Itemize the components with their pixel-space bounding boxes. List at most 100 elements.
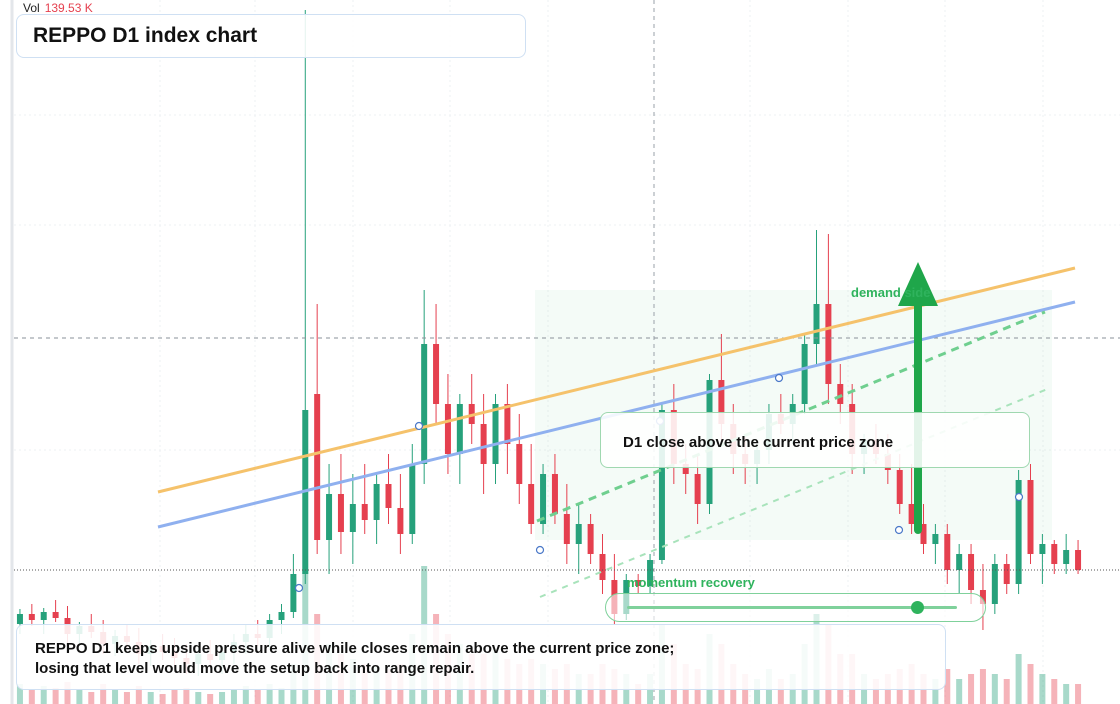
arrow-label: demand side (851, 285, 931, 300)
volume-bar (207, 694, 214, 704)
candle-body (718, 380, 725, 424)
volume-bar (242, 686, 249, 704)
volume-bar (968, 674, 975, 704)
slider-knob[interactable] (911, 601, 924, 614)
volume-bar (135, 686, 142, 704)
zone-note: D1 close above the current price zone (600, 412, 1030, 468)
candle-body (480, 424, 487, 464)
candle-body (991, 564, 998, 604)
volume-bar (956, 679, 963, 704)
volume-bar (754, 679, 761, 704)
candle-body (635, 580, 642, 586)
vol-label: Vol (23, 1, 40, 15)
candle-body (52, 612, 59, 618)
volume-bar (64, 682, 71, 704)
candle-body (801, 344, 808, 404)
candle-body (920, 524, 927, 544)
candle-body (658, 410, 665, 560)
caption-line: losing that level would move the setup b… (35, 660, 475, 677)
candle-body (385, 484, 392, 508)
candle-body (551, 474, 558, 514)
volume-bar (76, 690, 83, 704)
candle-body (540, 474, 547, 524)
candle-body (16, 614, 23, 624)
candle-body (682, 464, 689, 474)
slider-label: momentum recovery (627, 575, 755, 590)
volume-bar (1039, 674, 1046, 704)
volume-readout: Vol 139.53 K (23, 1, 93, 15)
volume-bar (1027, 664, 1034, 704)
candle-body (944, 534, 951, 570)
candle-body (361, 504, 368, 520)
candle-body (528, 484, 535, 524)
volume-bar (1051, 679, 1058, 704)
volume-bar (991, 674, 998, 704)
candle-body (492, 404, 499, 464)
candle-body (1063, 550, 1070, 564)
volume-bar (944, 669, 951, 704)
volume-bar (52, 688, 59, 704)
channel-line (536, 310, 1046, 523)
volume-bar (28, 689, 35, 704)
candle-body (587, 524, 594, 554)
candle-body (1051, 544, 1058, 564)
vol-value: 139.53 K (44, 1, 93, 15)
volume-bar (100, 684, 107, 704)
candle-body (326, 494, 333, 540)
candle-body (290, 574, 297, 612)
candle-body (813, 304, 820, 344)
candle-body (373, 484, 380, 520)
volume-bar (159, 694, 166, 704)
volume-bar (254, 690, 261, 704)
candle-body (563, 514, 570, 544)
volume-bar (777, 679, 784, 704)
candle-body (825, 304, 832, 384)
candle-body (1039, 544, 1046, 554)
candle-body (421, 344, 428, 464)
slider-track (627, 606, 957, 609)
candle-body (504, 404, 511, 444)
volume-bar (266, 684, 273, 704)
volume-bar (1015, 654, 1022, 704)
candle-body (1075, 550, 1082, 570)
candle-body (575, 524, 582, 544)
caption: REPPO D1 keeps upside pressure alive whi… (16, 624, 946, 690)
volume-bar (112, 690, 119, 704)
volume-bar (932, 679, 939, 704)
volume-bar (219, 692, 226, 704)
caption-line: REPPO D1 keeps upside pressure alive whi… (35, 640, 675, 657)
candle-body (1027, 480, 1034, 554)
candle-body (397, 508, 404, 534)
candle-body (444, 404, 451, 454)
volume-bar (635, 684, 642, 704)
candle-body (28, 614, 35, 620)
chart-title: REPPO D1 index chart (16, 14, 526, 58)
candle-body (516, 444, 523, 484)
candle-body (837, 384, 844, 404)
volume-bar (1003, 679, 1010, 704)
candle-body (694, 474, 701, 504)
volume-bar (171, 690, 178, 704)
candle-body (314, 394, 321, 540)
volume-bar (88, 692, 95, 704)
volume-bar (1075, 684, 1082, 704)
candle-body (278, 612, 285, 620)
volume-bar (123, 692, 130, 704)
candle-body (956, 554, 963, 570)
candle-body (599, 554, 606, 580)
volume-bar (230, 690, 237, 704)
candle-body (1015, 480, 1022, 584)
volume-bar (872, 679, 879, 704)
candle-body (40, 612, 47, 620)
candle-body (896, 470, 903, 504)
slider[interactable] (605, 593, 986, 622)
candle-body (1003, 564, 1010, 584)
candle-body (337, 494, 344, 532)
volume-bar (979, 669, 986, 704)
candle-body (968, 554, 975, 590)
candle-body (433, 344, 440, 404)
candle-body (647, 560, 654, 586)
candle-body (349, 504, 356, 532)
candle-body (932, 534, 939, 544)
